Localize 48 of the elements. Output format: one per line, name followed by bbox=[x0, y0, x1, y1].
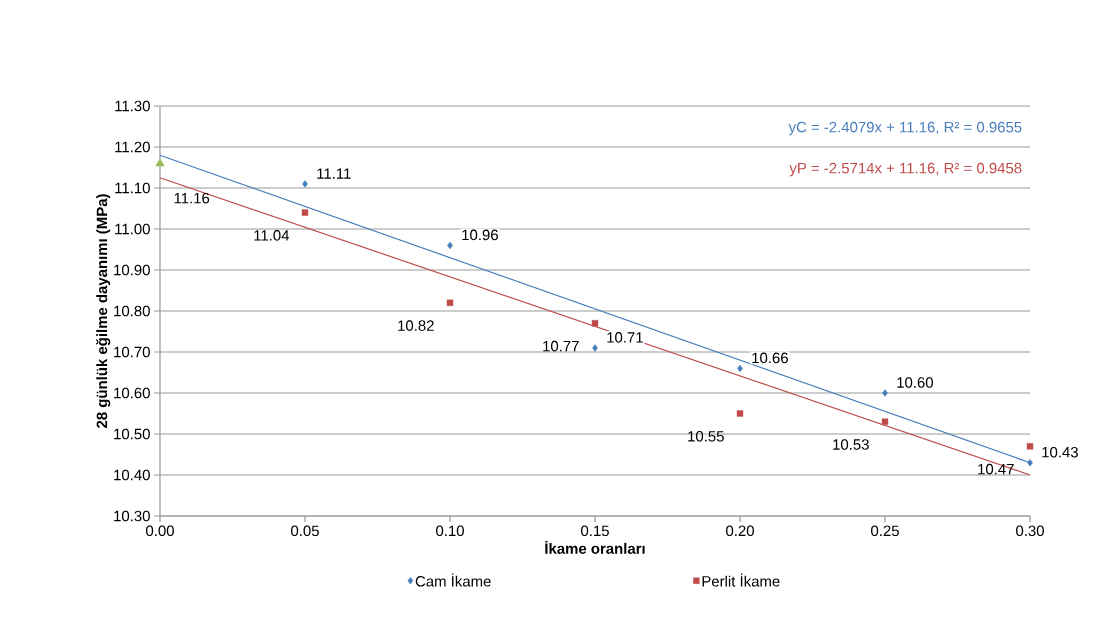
data-label: 10.82 bbox=[398, 320, 434, 331]
y-tick-label: 11.20 bbox=[115, 141, 150, 153]
y-tick-label: 11.30 bbox=[115, 100, 150, 112]
x-axis-title: İkame oranları bbox=[545, 540, 645, 554]
data-label: 10.71 bbox=[607, 332, 643, 343]
point bbox=[446, 299, 454, 306]
data-label: 10.47 bbox=[978, 463, 1014, 475]
annotation: yC = -2.4079x + 11.16, R² = 0.9655 bbox=[788, 121, 1022, 136]
data-label: 10.43 bbox=[1042, 446, 1078, 458]
x-tick-label: 0.10 bbox=[436, 525, 464, 537]
data-label: 10.55 bbox=[688, 431, 724, 442]
point bbox=[882, 389, 888, 397]
point bbox=[1027, 459, 1033, 467]
point bbox=[302, 180, 308, 188]
point bbox=[1026, 443, 1034, 450]
x-tick-label: 0.15 bbox=[581, 525, 609, 537]
data-label: 10.77 bbox=[543, 340, 579, 352]
y-tick-label: 10.70 bbox=[114, 346, 150, 358]
y-tick-label: 11.00 bbox=[115, 223, 150, 235]
y-tick-label: 10.50 bbox=[114, 428, 150, 440]
x-tick-label: 0.05 bbox=[291, 525, 319, 537]
point bbox=[591, 320, 599, 327]
legend-label: Perlit İkame bbox=[702, 573, 780, 587]
y-tick-label: 10.90 bbox=[114, 264, 150, 276]
legend-label: Cam İkame bbox=[415, 573, 491, 587]
y-tick-label: 10.60 bbox=[114, 387, 150, 399]
data-label: 10.66 bbox=[752, 352, 788, 364]
data-label: 11.04 bbox=[254, 230, 290, 241]
data-label: 11.11 bbox=[317, 168, 351, 179]
data-label: 11.16 bbox=[174, 192, 210, 204]
x-tick-label: 0.25 bbox=[871, 525, 899, 537]
data-label: 10.53 bbox=[833, 439, 869, 450]
point bbox=[881, 418, 889, 425]
y-axis-title: 28 günlük eğilme dayanımı (MPa) bbox=[96, 194, 111, 428]
point bbox=[301, 209, 309, 216]
y-tick-label: 11.10 bbox=[115, 182, 150, 194]
data-label: 10.60 bbox=[897, 377, 934, 388]
x-tick-label: 0.00 bbox=[146, 525, 174, 537]
y-tick-label: 10.30 bbox=[114, 510, 150, 522]
x-tick-label: 0.30 bbox=[1016, 525, 1044, 537]
y-tick-label: 10.40 bbox=[114, 469, 150, 481]
data-label: 10.96 bbox=[462, 229, 498, 241]
x-tick-label: 0.20 bbox=[726, 525, 754, 537]
annotation: yP = -2.5714x + 11.16, R² = 0.9458 bbox=[789, 162, 1022, 177]
point bbox=[736, 410, 744, 417]
y-tick-label: 10.80 bbox=[114, 305, 150, 317]
point bbox=[155, 158, 165, 167]
point bbox=[592, 344, 598, 352]
